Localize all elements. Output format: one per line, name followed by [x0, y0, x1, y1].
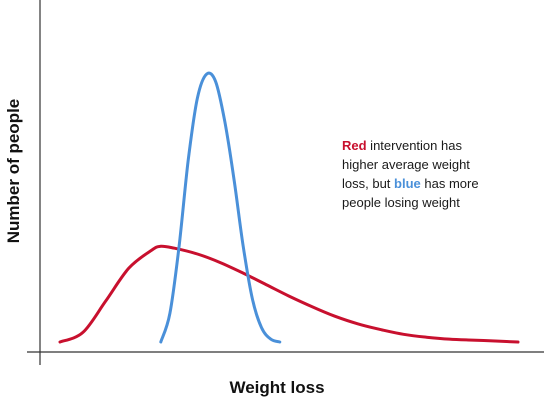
annotation-line-4: people losing weight	[342, 195, 460, 210]
annotation-line-3-end: has more	[420, 176, 479, 191]
red-curve	[58, 244, 520, 344]
annotation-line-1: Red intervention has	[342, 136, 522, 155]
annotation-red-word: Red	[342, 138, 367, 153]
series-layer	[58, 71, 520, 344]
annotation-line-3: loss, but blue has more	[342, 174, 522, 193]
annotation-line-2: higher average weight	[342, 157, 470, 172]
blue-curve	[159, 71, 282, 344]
x-axis-label: Weight loss	[229, 378, 325, 397]
annotation-blue-word: blue	[394, 176, 421, 191]
chart-annotation: Red intervention has higher average weig…	[342, 136, 522, 212]
y-axis-label: Number of people	[4, 98, 23, 244]
annotation-line-1-rest: intervention has	[366, 138, 462, 153]
annotation-line-3-start: loss, but	[342, 176, 395, 191]
